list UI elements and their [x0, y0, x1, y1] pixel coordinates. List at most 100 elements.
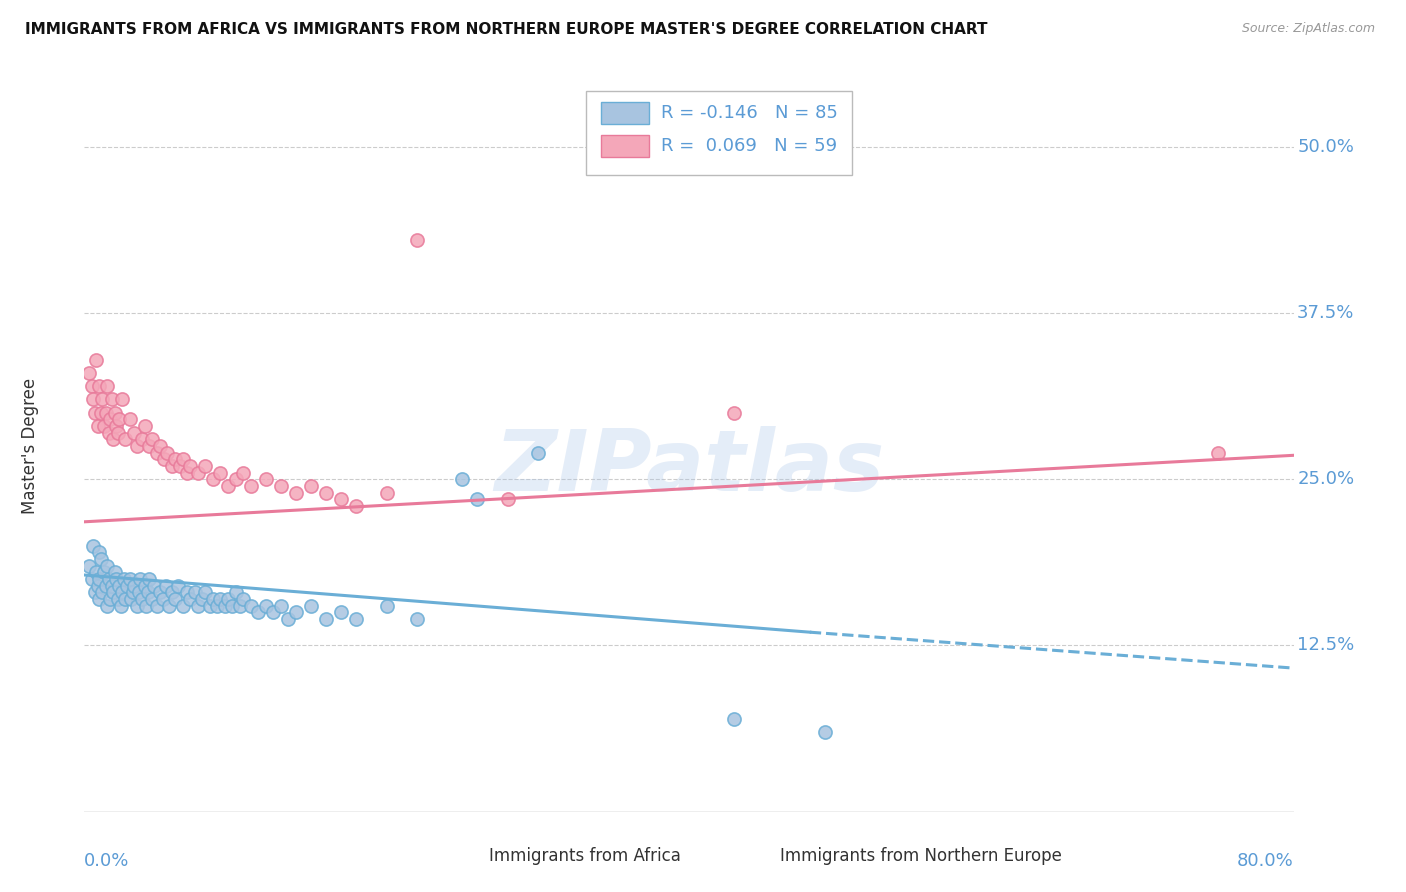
- Point: [94, 406, 117, 420]
- Point: [112, 572, 135, 586]
- Point: [165, 591, 187, 606]
- Point: [232, 466, 254, 480]
- Text: ZIPatlas: ZIPatlas: [494, 426, 884, 509]
- Point: [723, 406, 745, 420]
- Point: [496, 492, 519, 507]
- Point: [100, 579, 122, 593]
- Point: [127, 599, 149, 613]
- Point: [94, 579, 117, 593]
- Point: [155, 579, 177, 593]
- Point: [172, 452, 194, 467]
- Point: [82, 392, 104, 407]
- Text: 50.0%: 50.0%: [1298, 137, 1354, 156]
- Point: [77, 366, 100, 380]
- Point: [221, 599, 243, 613]
- Bar: [744, 848, 770, 864]
- Text: Immigrants from Northern Europe: Immigrants from Northern Europe: [780, 847, 1062, 864]
- Point: [277, 612, 299, 626]
- Point: [299, 599, 322, 613]
- Point: [225, 472, 247, 486]
- Point: [121, 585, 143, 599]
- Point: [285, 485, 308, 500]
- Point: [98, 412, 121, 426]
- Point: [239, 479, 262, 493]
- Point: [115, 579, 138, 593]
- Point: [201, 472, 224, 486]
- Point: [527, 445, 550, 459]
- Point: [214, 599, 236, 613]
- Point: [111, 392, 134, 407]
- Point: [134, 419, 156, 434]
- Point: [107, 425, 129, 440]
- Point: [330, 605, 353, 619]
- Point: [82, 539, 104, 553]
- Point: [160, 585, 183, 599]
- Point: [141, 433, 163, 447]
- Point: [1206, 445, 1229, 459]
- Point: [87, 419, 110, 434]
- Point: [134, 579, 156, 593]
- Point: [108, 412, 131, 426]
- Point: [209, 591, 232, 606]
- Point: [209, 466, 232, 480]
- Point: [191, 591, 214, 606]
- Point: [167, 579, 190, 593]
- Text: 80.0%: 80.0%: [1237, 852, 1294, 870]
- Bar: [600, 135, 650, 157]
- Point: [194, 458, 217, 473]
- Point: [136, 585, 159, 599]
- Point: [89, 572, 111, 586]
- Point: [77, 558, 100, 573]
- Point: [104, 406, 127, 420]
- Point: [90, 552, 112, 566]
- Point: [176, 466, 198, 480]
- Point: [118, 572, 141, 586]
- Point: [375, 485, 398, 500]
- Bar: [453, 848, 479, 864]
- Point: [114, 591, 136, 606]
- Point: [91, 585, 114, 599]
- Text: 37.5%: 37.5%: [1298, 304, 1354, 322]
- Point: [131, 591, 153, 606]
- Point: [451, 472, 474, 486]
- Point: [120, 591, 142, 606]
- Point: [84, 406, 107, 420]
- Point: [247, 605, 270, 619]
- Text: R =  0.069   N = 59: R = 0.069 N = 59: [661, 137, 837, 155]
- Point: [315, 485, 337, 500]
- Point: [96, 599, 118, 613]
- Point: [176, 585, 198, 599]
- Point: [86, 566, 108, 580]
- Point: [89, 591, 111, 606]
- Point: [254, 472, 277, 486]
- Point: [108, 579, 131, 593]
- Point: [110, 599, 132, 613]
- Point: [86, 352, 108, 367]
- Point: [157, 599, 180, 613]
- Point: [156, 445, 179, 459]
- Point: [239, 599, 262, 613]
- Point: [217, 591, 239, 606]
- Point: [91, 392, 114, 407]
- Point: [270, 479, 292, 493]
- Point: [114, 433, 136, 447]
- Point: [111, 585, 134, 599]
- Point: [254, 599, 277, 613]
- Point: [96, 379, 118, 393]
- Point: [198, 599, 221, 613]
- Point: [285, 605, 308, 619]
- Point: [105, 572, 128, 586]
- Point: [149, 439, 172, 453]
- Point: [179, 458, 201, 473]
- Point: [87, 579, 110, 593]
- Point: [149, 585, 172, 599]
- Point: [89, 545, 111, 559]
- Point: [406, 233, 429, 247]
- Point: [101, 585, 124, 599]
- Point: [84, 585, 107, 599]
- Point: [146, 445, 169, 459]
- Point: [270, 599, 292, 613]
- Point: [346, 499, 368, 513]
- Point: [98, 591, 121, 606]
- Point: [127, 439, 149, 453]
